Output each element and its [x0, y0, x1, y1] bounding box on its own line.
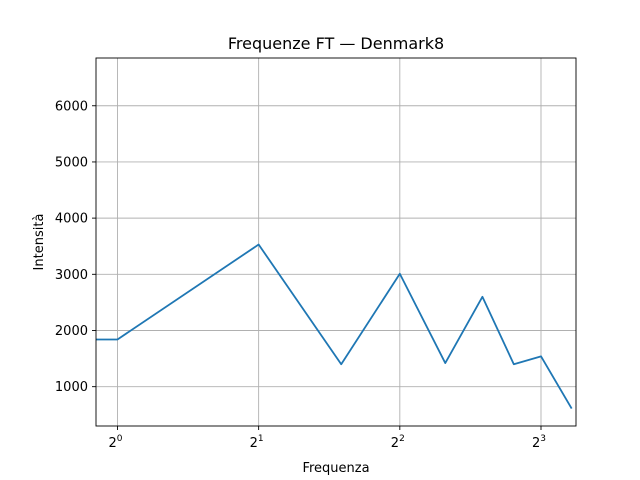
- y-tick-label: 4000: [55, 212, 88, 227]
- y-tick-label: 1000: [55, 380, 88, 395]
- y-tick-label: 5000: [55, 155, 88, 170]
- chart-title: Frequenze FT — Denmark8: [228, 34, 444, 53]
- x-tick-base: 2: [391, 436, 399, 451]
- series-line: [96, 243, 573, 410]
- series-layer: [96, 243, 573, 410]
- x-tick-exponent: 3: [540, 434, 546, 444]
- y-axis-label: Intensità: [32, 214, 47, 271]
- x-tick-base: 2: [532, 436, 540, 451]
- x-axis-label: Frequenza: [302, 461, 369, 476]
- y-tick-label: 3000: [55, 268, 88, 283]
- x-tick-exponent: 2: [399, 434, 405, 444]
- y-tick-label: 6000: [55, 99, 88, 114]
- x-tick-exponent: 0: [117, 434, 123, 444]
- x-tick-label: 20: [108, 434, 122, 451]
- grid: [96, 58, 576, 426]
- x-tick-label: 22: [391, 434, 405, 451]
- x-tick-label: 21: [250, 434, 264, 451]
- plot-frame: [95, 57, 577, 427]
- y-tick-label: 2000: [55, 324, 88, 339]
- x-tick-exponent: 1: [258, 434, 264, 444]
- x-tick-label: 23: [532, 434, 546, 451]
- x-tick-base: 2: [250, 436, 258, 451]
- x-tick-base: 2: [108, 436, 116, 451]
